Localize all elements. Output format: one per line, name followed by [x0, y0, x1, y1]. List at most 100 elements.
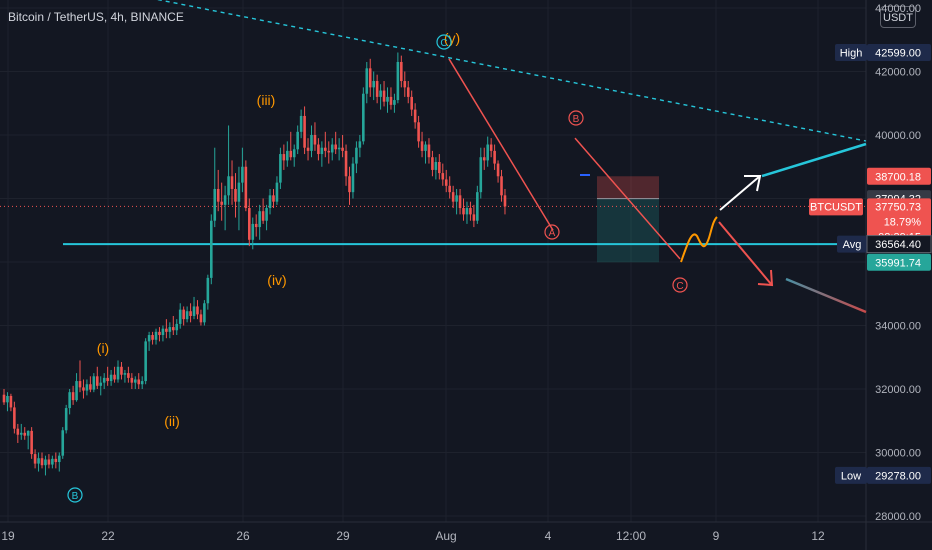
currency-badge[interactable]: USDT — [880, 6, 916, 28]
candle-body — [33, 454, 37, 464]
candle-body — [151, 335, 154, 340]
candle-body — [379, 90, 382, 97]
candle-body — [282, 154, 286, 161]
candle-body — [89, 384, 92, 390]
candle-body — [47, 459, 51, 465]
candle-body — [82, 387, 85, 391]
candle-body — [133, 379, 137, 383]
candle-body — [78, 381, 82, 388]
candle-body — [6, 395, 9, 403]
candle-body — [455, 195, 458, 202]
candle-body — [413, 109, 417, 123]
candle-body — [261, 211, 265, 221]
candle-body — [95, 376, 99, 386]
candle-body — [272, 195, 275, 202]
x-tick-label: 26 — [236, 529, 250, 543]
wave-label-C: C — [676, 281, 683, 292]
candle-body — [120, 366, 123, 375]
candle-body — [248, 208, 251, 240]
symbol-change: 18.79% — [884, 216, 922, 228]
candle-body — [313, 135, 317, 145]
candle-body — [178, 309, 182, 324]
candle-body — [26, 430, 30, 436]
candle-body — [299, 115, 303, 132]
loss-zone — [597, 176, 659, 199]
candle-body — [210, 220, 213, 278]
candle-body — [168, 327, 172, 332]
candle-body — [303, 115, 306, 148]
candle-body — [438, 161, 441, 174]
profit-zone — [597, 198, 659, 263]
candle-body — [75, 381, 78, 401]
candle-body — [220, 201, 223, 205]
wave-label-C: C — [440, 38, 447, 49]
y-tick-label: 30000.00 — [875, 448, 921, 460]
wave-label-i: (i) — [97, 340, 109, 356]
low-label-tag-box — [835, 466, 867, 484]
candle-body — [372, 81, 375, 88]
y-tick-label: 40000.00 — [875, 130, 921, 142]
candle-body — [389, 96, 393, 105]
symbol-price-box — [867, 198, 931, 246]
candle-body — [344, 150, 348, 177]
wave-a-line — [448, 58, 554, 231]
wave-c-projection — [574, 137, 681, 260]
y-tick-label: 44000.00 — [875, 3, 921, 15]
high-label-tag-label: High — [840, 47, 863, 59]
candle-body — [57, 455, 61, 463]
candle-body — [237, 182, 241, 202]
candle-body — [292, 149, 296, 158]
candle-body — [327, 150, 331, 153]
candle-body — [334, 144, 337, 150]
y-tick-label: 32000.00 — [875, 384, 921, 396]
candle-body — [68, 392, 71, 409]
candle-body — [286, 150, 289, 161]
candle-body — [406, 87, 410, 97]
dashed-trendline — [156, 0, 867, 142]
candle-body — [123, 373, 127, 375]
candle-body — [85, 384, 89, 391]
symbol-tag-label: BTCUSDT — [810, 201, 862, 213]
candle-body — [448, 185, 451, 193]
candle-body — [458, 195, 462, 209]
symbol-tag-box — [809, 198, 863, 216]
low-label-value: 29278.00 — [875, 470, 921, 482]
candle-body — [472, 214, 476, 221]
candle-body — [165, 328, 168, 332]
candle-body — [462, 208, 465, 215]
candle-body — [19, 432, 23, 435]
x-tick-label: 4 — [545, 529, 552, 543]
candle-body — [365, 68, 369, 94]
candle-body — [196, 306, 199, 315]
candle-body — [227, 176, 230, 196]
candle-body — [230, 176, 234, 189]
candle-body — [465, 208, 469, 215]
candle-body — [109, 374, 113, 382]
candle-body — [289, 150, 293, 158]
candle-body — [486, 144, 489, 161]
candle-body — [451, 192, 455, 202]
candle-body — [489, 144, 493, 151]
candle-body — [417, 122, 420, 142]
candle-body — [330, 144, 334, 153]
stop-label-box — [867, 253, 931, 271]
candle-body — [279, 154, 282, 183]
candle-body — [92, 376, 96, 390]
candle-body — [16, 428, 20, 435]
candle-body — [434, 161, 438, 170]
candle-body — [127, 373, 130, 378]
candle-body — [206, 277, 210, 304]
avg-label-value: 36564.40 — [875, 239, 921, 251]
x-tick-label: 19 — [1, 529, 15, 543]
candle-body — [158, 331, 161, 336]
candle-body — [54, 458, 58, 463]
candle-body — [9, 395, 13, 408]
candle-body — [317, 144, 320, 155]
candle-body — [106, 377, 109, 382]
candle-body — [223, 195, 227, 205]
candle-body — [44, 459, 47, 466]
wave-label-B: B — [573, 114, 580, 125]
candle-body — [444, 179, 448, 186]
